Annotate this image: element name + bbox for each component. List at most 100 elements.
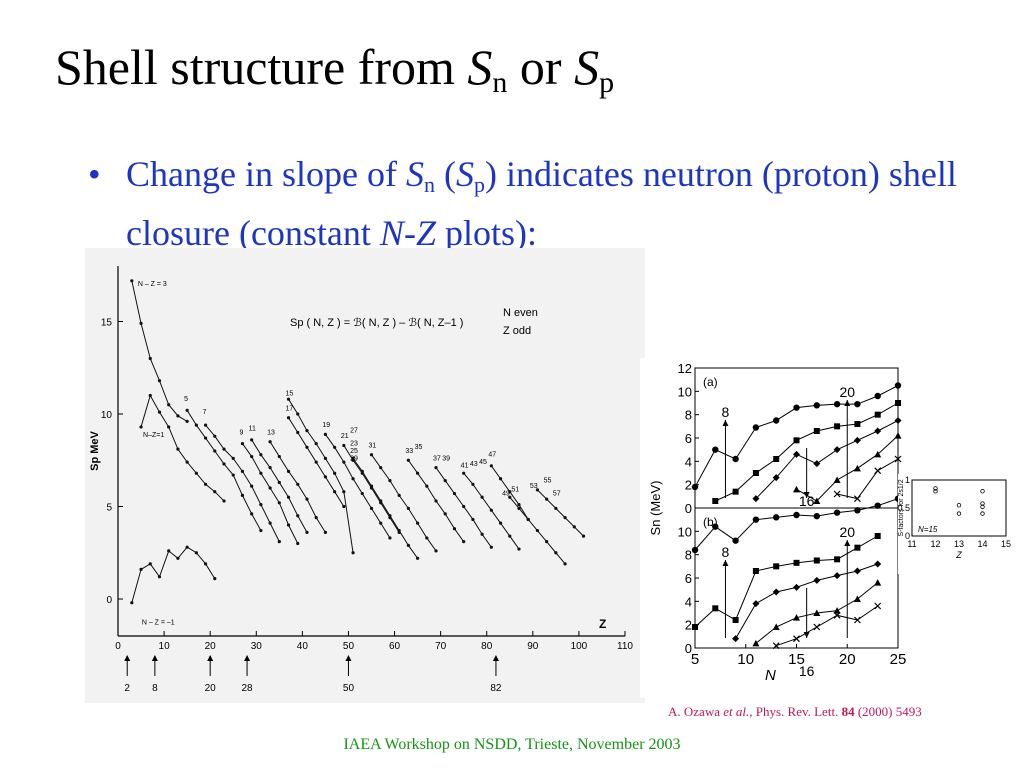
data-point — [813, 623, 821, 631]
data-point — [286, 469, 291, 473]
data-point — [712, 605, 719, 612]
x-tick-label: 10 — [159, 641, 171, 652]
data-point — [874, 450, 882, 458]
data-point — [434, 499, 438, 503]
data-point — [732, 455, 739, 463]
curve-label: 55 — [544, 477, 552, 484]
curve-label: 25 — [350, 448, 358, 455]
data-point — [351, 551, 355, 555]
data-point — [813, 609, 821, 616]
magic-number-label: 8 — [722, 404, 730, 420]
x-tick-label: 20 — [205, 641, 217, 652]
y-axis-label: Sn (MeV) — [648, 481, 663, 536]
y-tick-label: 4 — [685, 594, 692, 609]
series-line — [715, 402, 899, 502]
data-point — [342, 443, 346, 448]
data-point — [213, 490, 217, 494]
data-point — [980, 504, 985, 510]
series-label: N – Z = –1 — [142, 620, 175, 627]
data-point — [712, 446, 719, 453]
series-line — [371, 454, 437, 552]
data-point — [933, 486, 938, 491]
data-point — [773, 563, 780, 570]
data-point — [434, 549, 438, 553]
data-point — [498, 521, 503, 525]
curve-label: 35 — [415, 444, 423, 451]
data-point — [452, 491, 457, 496]
data-point — [813, 512, 820, 520]
data-point — [712, 498, 719, 504]
data-point — [277, 540, 281, 544]
data-point — [813, 497, 821, 504]
data-point — [894, 432, 902, 439]
data-point — [406, 543, 410, 547]
data-point — [305, 530, 309, 534]
data-point — [259, 453, 263, 457]
x-axis-label: Z — [599, 617, 606, 631]
data-point — [833, 400, 841, 408]
data-point — [517, 547, 521, 551]
data-point — [508, 495, 512, 499]
data-point — [833, 509, 841, 516]
series-line — [242, 443, 299, 544]
data-point — [471, 517, 475, 522]
data-point — [157, 575, 162, 579]
magic-arrowhead — [803, 492, 810, 498]
data-point — [268, 440, 272, 444]
data-point — [342, 504, 346, 509]
data-point — [980, 489, 985, 494]
data-point — [462, 504, 466, 509]
data-point — [240, 469, 245, 473]
y-tick-label: 6 — [685, 431, 692, 446]
data-point — [176, 556, 180, 560]
magic-number-label: 20 — [839, 524, 855, 540]
x-tick-label: 0 — [115, 641, 121, 652]
data-point — [296, 412, 300, 416]
x-tick-label: 25 — [890, 651, 907, 668]
data-point — [286, 523, 291, 527]
legend-entry: Z odd — [503, 325, 531, 337]
x-tick-label: 50 — [343, 641, 355, 652]
data-point — [834, 556, 841, 563]
data-point — [691, 483, 699, 491]
data-point — [498, 477, 503, 481]
data-point — [379, 499, 383, 503]
data-point — [874, 411, 881, 418]
data-point — [772, 642, 780, 650]
data-point — [854, 507, 861, 514]
curve-label: 19 — [322, 422, 330, 429]
y-tick-label: 4 — [685, 454, 692, 469]
data-point — [415, 521, 420, 525]
magic-arrowhead — [151, 655, 158, 661]
x-tick-label: 90 — [527, 641, 539, 652]
data-point — [323, 456, 328, 460]
y-tick-label: 0 — [106, 595, 112, 606]
data-point — [793, 485, 800, 493]
data-point — [369, 453, 374, 457]
data-point — [554, 551, 558, 555]
citation: A. Ozawa et al., Phys. Rev. Lett. 84 (20… — [668, 704, 922, 719]
data-point — [692, 624, 698, 630]
data-point — [240, 442, 245, 446]
data-point — [148, 562, 152, 566]
data-point — [268, 486, 272, 490]
curve-label: 21 — [341, 433, 349, 440]
inset-frame — [911, 479, 1007, 537]
data-point — [874, 392, 881, 400]
y-tick-label: 12 — [678, 361, 692, 376]
data-point — [194, 471, 198, 475]
data-point — [508, 534, 512, 538]
series-line — [352, 458, 418, 559]
data-point — [250, 454, 254, 459]
data-point — [415, 471, 420, 475]
data-point — [406, 506, 410, 510]
data-point — [833, 446, 841, 454]
curve-label: 43 — [470, 461, 478, 468]
y-axis-label: Sp MeV — [89, 430, 101, 470]
data-point — [535, 528, 540, 533]
x-tick-label: 15 — [788, 651, 805, 668]
data-point — [874, 467, 882, 475]
data-point — [833, 607, 841, 614]
x-tick-label: 80 — [481, 641, 493, 652]
data-point — [139, 321, 143, 325]
